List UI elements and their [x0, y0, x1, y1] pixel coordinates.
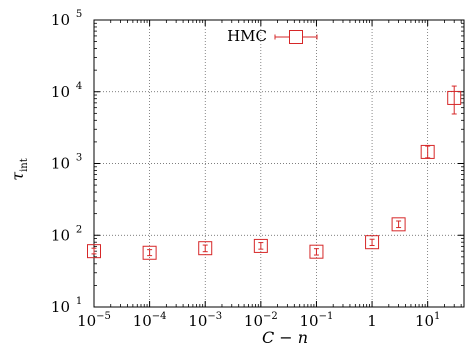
x-tick-exponent: −2 — [263, 311, 278, 322]
legend-label: HMC — [227, 27, 267, 45]
data-series — [87, 85, 462, 260]
x-tick-base: 10 — [300, 312, 319, 330]
x-tick-base: 1 — [367, 312, 377, 330]
x-tick-exponent: −5 — [96, 311, 111, 322]
x-tick-base: 10 — [77, 312, 96, 330]
grid — [93, 19, 464, 308]
x-tick-base: 10 — [244, 312, 263, 330]
point-marker — [198, 241, 213, 256]
y-tick-exponent: 1 — [76, 296, 82, 307]
x-tick-label: 10−5 — [77, 311, 111, 330]
x-tick-label: 10−2 — [244, 311, 278, 330]
data-point — [365, 235, 380, 250]
y-tick-exponent: 5 — [76, 9, 82, 20]
y-tick-base: 10 — [51, 83, 70, 101]
x-axis-label: C − n — [262, 328, 308, 347]
y-tick-label: 10 3 — [51, 153, 82, 173]
x-tick-exponent: −4 — [152, 311, 167, 322]
point-marker — [365, 235, 380, 250]
y-tick-label: 10 4 — [51, 81, 82, 101]
y-tick-base: 10 — [51, 155, 70, 173]
data-point — [391, 217, 406, 232]
x-tick-base: 10 — [415, 312, 434, 330]
y-tick-label: 10 1 — [51, 296, 82, 316]
point-marker — [142, 245, 157, 260]
x-tick-label: 101 — [415, 311, 440, 330]
point-marker — [309, 244, 324, 259]
x-tick-exponent: −1 — [319, 311, 334, 322]
y-axis-label-main: τ — [8, 171, 27, 181]
data-point — [420, 144, 435, 159]
y-tick-label: 10 5 — [51, 9, 82, 29]
legend: HMC — [227, 27, 318, 45]
x-tick-exponent: −3 — [207, 311, 222, 322]
x-tick-exponent: 1 — [434, 311, 440, 322]
data-point — [142, 245, 157, 260]
data-point — [253, 238, 268, 253]
x-tick-base: 10 — [133, 312, 152, 330]
y-tick-base: 10 — [51, 298, 70, 316]
point-marker — [447, 90, 462, 105]
x-tick-label: 10−1 — [300, 311, 334, 330]
data-point — [198, 241, 213, 256]
data-point — [87, 244, 101, 259]
x-tick-label: 1 — [367, 312, 377, 330]
data-point — [309, 244, 324, 259]
x-tick-label: 10−3 — [188, 311, 222, 330]
y-tick-exponent: 3 — [76, 153, 82, 164]
point-marker — [420, 144, 435, 159]
y-axis-label: τint — [8, 158, 30, 181]
y-axis-label-subscript: int — [19, 158, 30, 172]
point-marker — [391, 217, 406, 232]
data-point — [447, 85, 462, 115]
x-tick-label: 10−4 — [133, 311, 167, 330]
y-tick-exponent: 4 — [76, 81, 82, 92]
y-tick-label: 10 2 — [51, 224, 82, 244]
y-tick-base: 10 — [51, 226, 70, 244]
point-marker — [253, 238, 268, 253]
x-tick-base: 10 — [188, 312, 207, 330]
legend-marker — [289, 30, 303, 44]
y-tick-base: 10 — [51, 11, 70, 29]
y-tick-exponent: 2 — [76, 224, 82, 235]
point-marker — [87, 244, 101, 259]
